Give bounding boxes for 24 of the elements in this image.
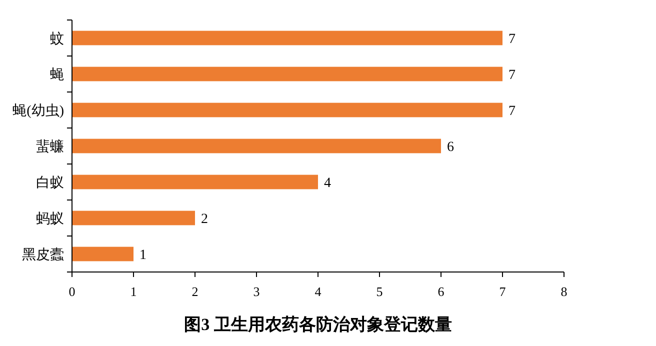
data-label: 1 — [140, 248, 146, 263]
data-label: 2 — [201, 212, 208, 227]
x-tick-label: 1 — [130, 284, 137, 299]
y-tick-label: 黑皮蠹 — [22, 247, 64, 263]
data-label: 7 — [508, 32, 516, 47]
data-label: 7 — [508, 104, 516, 119]
text: 图3 卫生用农药各防治对象登记数量 — [184, 315, 452, 334]
x-tick-label: 0 — [68, 284, 76, 299]
x-tick-label: 5 — [376, 284, 383, 299]
y-tick-label: 蚂蚁 — [36, 211, 64, 227]
data-label: 6 — [447, 140, 454, 155]
x-tick-label: 2 — [192, 284, 198, 299]
y-tick-label: 蚊 — [50, 31, 64, 47]
data-label: 4 — [324, 176, 331, 191]
y-tick-label: 蜚蠊 — [36, 139, 64, 155]
x-tick-label: 4 — [314, 284, 322, 299]
x-tick-label: 6 — [438, 284, 445, 299]
x-tick-label: 7 — [499, 284, 506, 299]
data-label: 7 — [508, 68, 516, 83]
y-tick-label: 蝇 — [50, 67, 64, 83]
y-tick-label: 蝇(幼虫) — [12, 103, 64, 119]
x-tick-label: 3 — [253, 284, 260, 299]
y-tick-label: 白蚁 — [36, 175, 64, 191]
x-tick-label: 8 — [560, 284, 568, 299]
